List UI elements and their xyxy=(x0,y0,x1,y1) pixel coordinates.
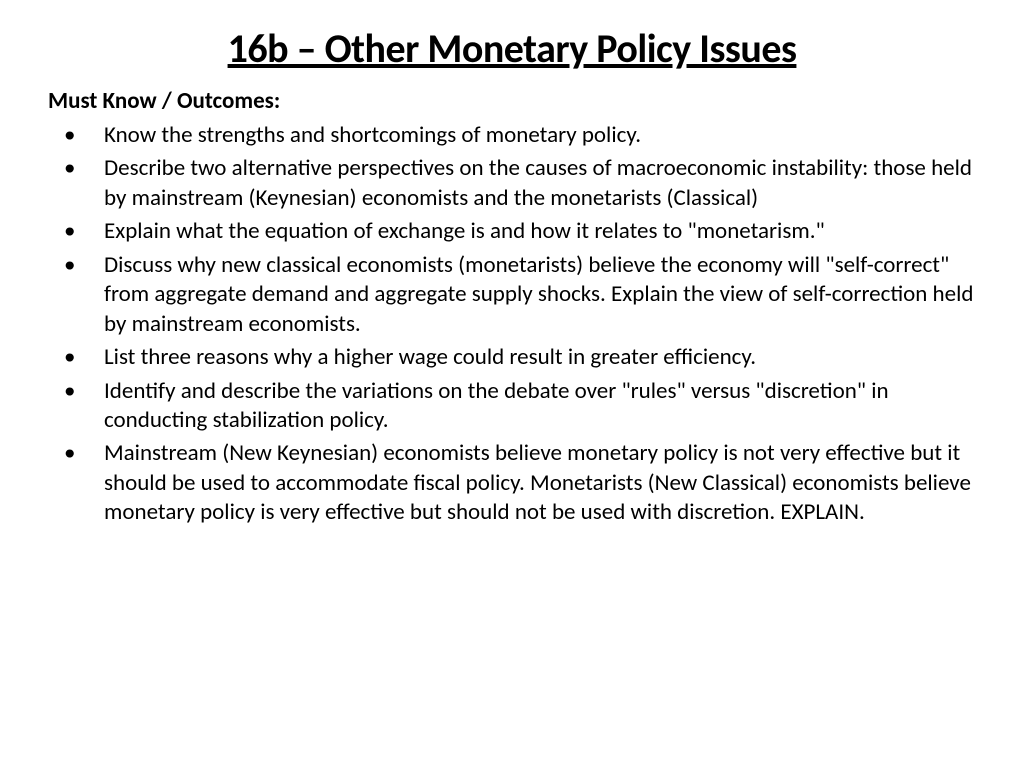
list-item: List three reasons why a higher wage cou… xyxy=(48,343,976,372)
outcomes-list: Know the strengths and shortcomings of m… xyxy=(48,121,976,528)
section-heading: Must Know / Outcomes: xyxy=(48,87,976,115)
list-item: Describe two alternative perspectives on… xyxy=(48,154,976,213)
list-item: Identify and describe the variations on … xyxy=(48,377,976,436)
list-item: Know the strengths and shortcomings of m… xyxy=(48,121,976,150)
slide-title: 16b – Other Monetary Policy Issues xyxy=(48,24,976,73)
list-item: Explain what the equation of exchange is… xyxy=(48,217,976,246)
list-item: Discuss why new classical economists (mo… xyxy=(48,251,976,339)
list-item: Mainstream (New Keynesian) economists be… xyxy=(48,439,976,527)
